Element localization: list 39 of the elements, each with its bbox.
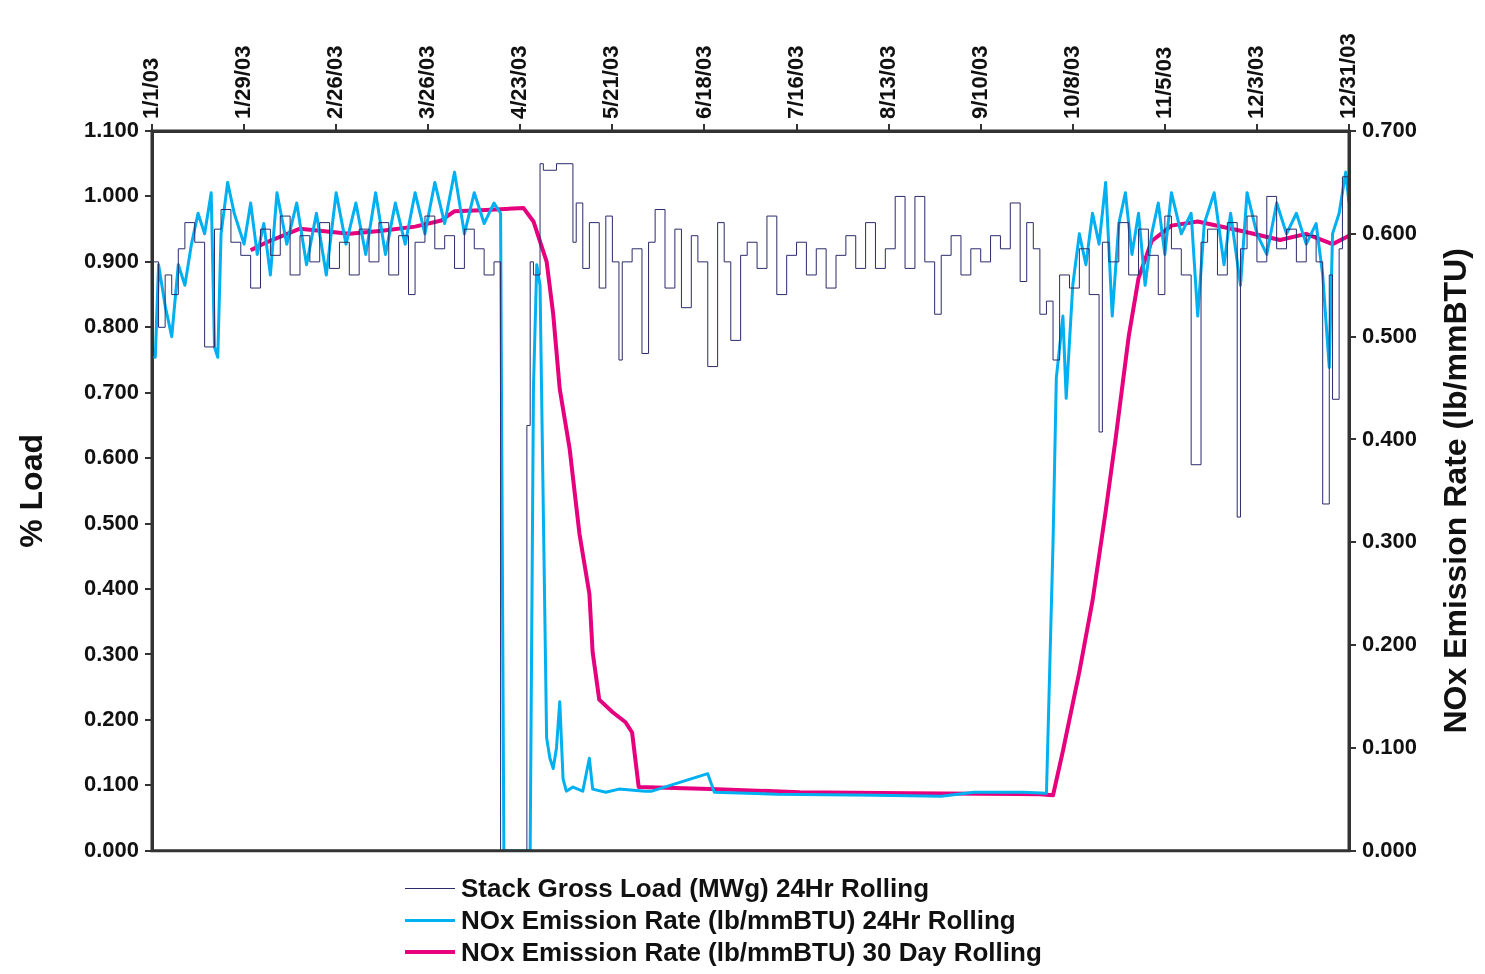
y2-tick-label: 0.300 xyxy=(1362,528,1418,554)
x-tick-label: 1/1/03 xyxy=(138,57,164,119)
x-tick-label: 10/8/03 xyxy=(1058,45,1084,119)
x-tick-label: 12/31/03 xyxy=(1335,33,1361,119)
x-tick-label: 1/29/03 xyxy=(230,45,256,119)
y2-tick-label: 0.100 xyxy=(1362,734,1418,760)
y-tick-label: 0.600 xyxy=(83,444,139,470)
y-tick-label: 0.800 xyxy=(83,313,139,339)
x-tick-label: 5/21/03 xyxy=(598,45,624,119)
x-tick-label: 4/23/03 xyxy=(506,45,532,119)
y-tick-label: 0.400 xyxy=(83,575,139,601)
y2-tick-label: 0.200 xyxy=(1362,631,1418,657)
x-tick-label: 7/16/03 xyxy=(782,45,808,119)
y2-axis-title: NOx Emission Rate (lb/mmBTU) xyxy=(1436,248,1473,734)
y-tick-label: 0.900 xyxy=(83,247,139,273)
x-tick-label: 12/3/03 xyxy=(1242,45,1268,119)
y-tick-label: 0.200 xyxy=(83,705,139,731)
x-tick-label: 11/5/03 xyxy=(1150,46,1176,119)
x-tick-label: 9/10/03 xyxy=(966,45,992,119)
y2-tick-label: 0.600 xyxy=(1362,219,1418,245)
y2-tick-label: 0.700 xyxy=(1362,117,1418,143)
y-axis-title: % Load xyxy=(13,434,50,548)
y2-tick-label: 0.500 xyxy=(1362,322,1418,348)
y2-tick-label: 0.400 xyxy=(1362,425,1418,451)
x-tick-label: 8/13/03 xyxy=(874,45,900,119)
y-tick-label: 0.500 xyxy=(83,509,139,535)
x-tick-label: 3/26/03 xyxy=(414,45,440,119)
y-tick-label: 1.000 xyxy=(83,182,139,208)
x-tick-label: 6/18/03 xyxy=(690,45,716,119)
y-tick-label: 0.100 xyxy=(83,771,139,797)
y-tick-label: 0.300 xyxy=(83,640,139,666)
y2-tick-label: 0.000 xyxy=(1362,836,1418,862)
legend-label: NOx Emission Rate (lb/mmBTU) 24Hr Rolling xyxy=(461,904,1016,936)
legend-label: NOx Emission Rate (lb/mmBTU) 30 Day Rolling xyxy=(461,936,1042,968)
y-tick-label: 1.100 xyxy=(83,117,139,143)
legend-label: Stack Gross Load (MWg) 24Hr Rolling xyxy=(461,872,930,904)
x-tick-label: 2/26/03 xyxy=(322,45,348,119)
y-tick-label: 0.700 xyxy=(83,378,139,404)
y-tick-label: 0.000 xyxy=(83,836,139,862)
